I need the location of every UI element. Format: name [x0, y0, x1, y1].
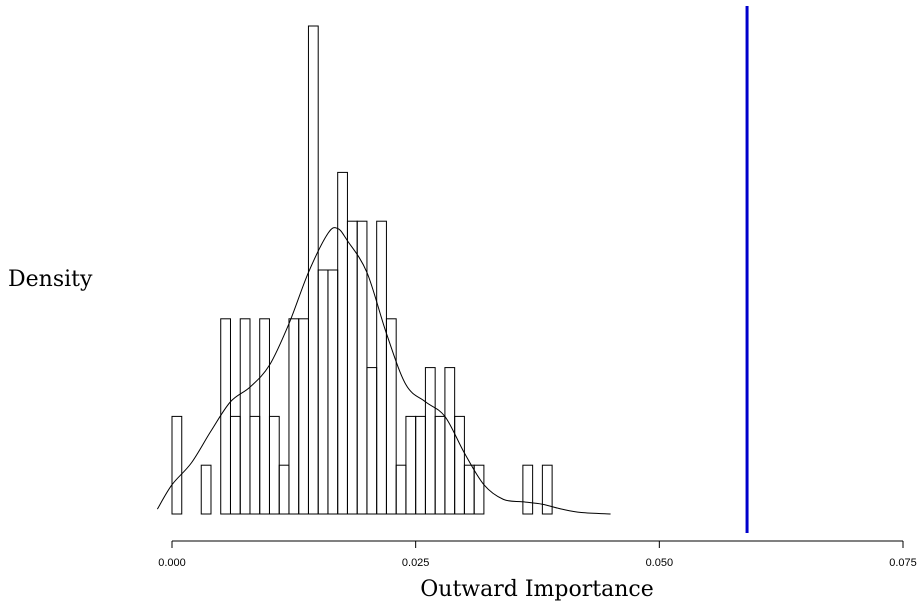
- histogram-bar: [541, 464, 553, 515]
- histogram-bar: [463, 464, 475, 515]
- histogram-bar: [288, 318, 300, 515]
- histogram-bar: [424, 367, 436, 515]
- histogram-bar: [395, 464, 407, 515]
- x-axis-tick-label: 0.000: [158, 557, 186, 569]
- histogram-bar: [298, 318, 309, 515]
- x-axis-tick-label: 0.025: [402, 557, 430, 569]
- histogram-bar: [229, 415, 241, 515]
- histogram-bar: [473, 464, 485, 515]
- x-axis: 0.000 0.025 0.050 0.075: [158, 540, 917, 569]
- histogram-bar: [259, 318, 270, 515]
- histogram-bar: [249, 415, 261, 515]
- histogram-bar: [444, 367, 456, 515]
- density-curve-layer: [156, 227, 611, 515]
- histogram-bar: [278, 464, 290, 515]
- histogram-bar: [385, 318, 397, 515]
- histogram-bar: [405, 415, 417, 515]
- histogram-bars: [171, 25, 553, 515]
- histogram-bar: [171, 415, 183, 515]
- histogram-bar: [376, 220, 387, 515]
- histogram-bar: [454, 415, 465, 515]
- histogram-bar: [239, 318, 251, 515]
- histogram-bar: [434, 415, 446, 515]
- histogram-bar: [317, 269, 329, 515]
- histogram-bar: [346, 220, 358, 515]
- histogram-bar: [200, 464, 212, 515]
- histogram-bar: [366, 367, 378, 515]
- histogram-bar: [327, 269, 339, 515]
- y-axis-label: Density: [8, 267, 93, 292]
- x-axis-label: Outward Importance: [420, 577, 653, 602]
- histogram-bar: [415, 415, 426, 515]
- x-axis-tick-label: 0.050: [646, 557, 674, 569]
- histogram-bar: [220, 318, 231, 515]
- histogram-bar: [337, 171, 348, 515]
- histogram-bar: [268, 415, 280, 515]
- x-axis-tick-label: 0.075: [889, 557, 917, 569]
- density-curve: [156, 227, 611, 515]
- histogram-bar: [356, 220, 368, 515]
- histogram-bar: [522, 464, 534, 515]
